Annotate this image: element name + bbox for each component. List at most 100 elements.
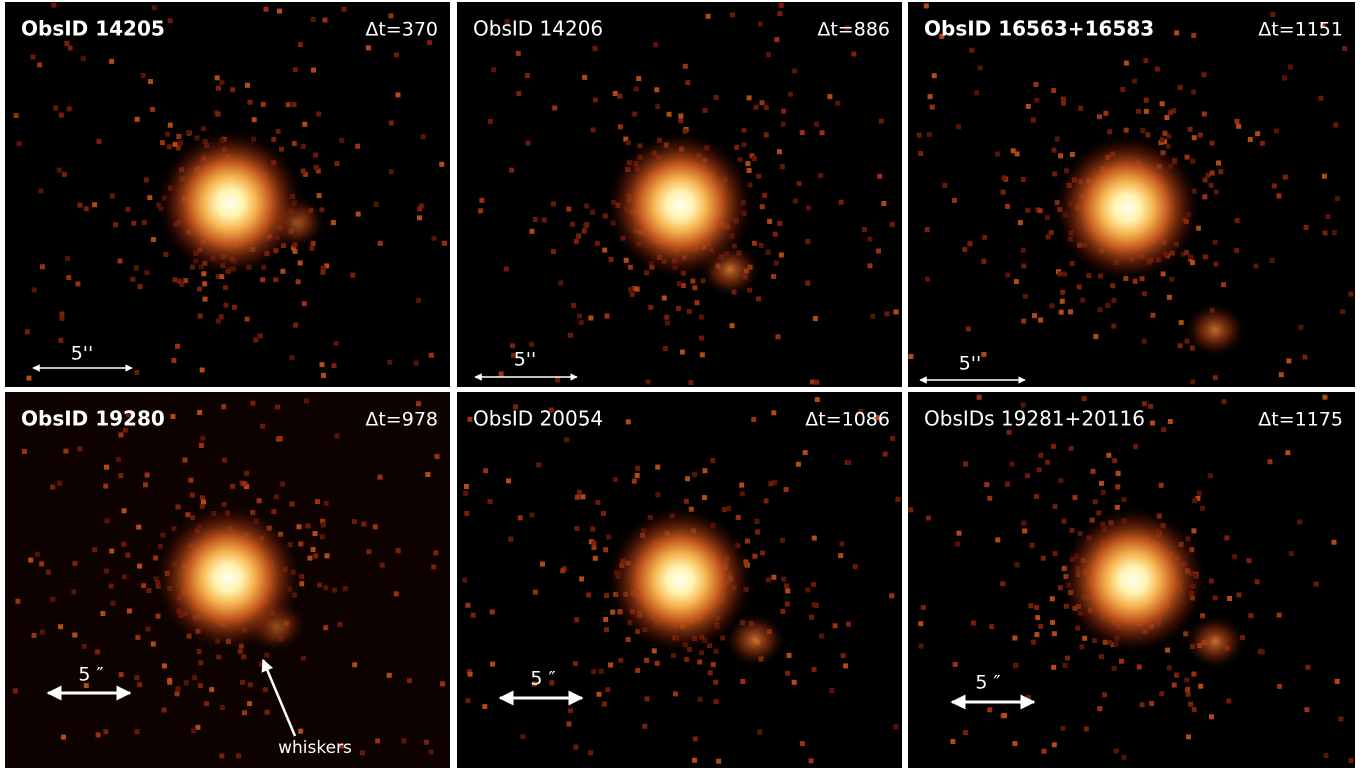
photon-dot: [626, 140, 631, 145]
photon-dot: [1192, 498, 1197, 503]
photon-dot: [655, 465, 660, 470]
photon-dot: [703, 108, 708, 113]
photon-dot: [176, 686, 181, 691]
photon-dot: [321, 522, 326, 527]
photon-dot: [202, 281, 207, 286]
photon-dot: [570, 222, 575, 227]
time-label: Δt=1086: [805, 409, 890, 431]
photon-dot: [1112, 666, 1117, 671]
photon-dot: [416, 298, 421, 303]
photon-dot: [260, 424, 265, 429]
photon-dot: [73, 561, 78, 566]
photon-dot: [1332, 540, 1337, 545]
photon-dot: [706, 14, 711, 19]
photon-dot: [1277, 613, 1282, 618]
photon-dot: [22, 449, 27, 454]
photon-dot: [984, 482, 989, 487]
photon-dot: [1058, 153, 1063, 158]
photon-dot: [171, 358, 176, 363]
photon-dot: [962, 247, 967, 252]
photon-dot: [714, 699, 719, 704]
photon-dot: [103, 729, 108, 734]
photon-dot: [1178, 343, 1183, 348]
photon-dot: [350, 273, 355, 278]
photon-dot: [812, 667, 817, 672]
photon-dot: [1288, 65, 1293, 70]
panel-title: ObsID 14206: [473, 17, 603, 41]
photon-dot: [952, 198, 957, 203]
photon-dot: [1209, 183, 1214, 188]
photon-dot: [373, 524, 378, 529]
photon-dot: [1030, 543, 1035, 548]
photon-dot: [1026, 695, 1031, 700]
photon-dot: [956, 124, 961, 129]
photon-dot: [1007, 430, 1012, 435]
photon-dot: [785, 671, 790, 676]
photon-dot: [692, 758, 697, 763]
photon-dot: [1025, 208, 1030, 213]
time-label: Δt=370: [365, 19, 438, 41]
photon-dot: [742, 128, 747, 133]
photon-dot: [1161, 427, 1166, 432]
photon-dot: [240, 680, 245, 685]
photon-dot: [684, 657, 689, 662]
photon-dot: [812, 536, 817, 541]
photon-dot: [989, 624, 994, 629]
photon-dot: [67, 106, 72, 111]
photon-dot: [889, 593, 894, 598]
photon-dot: [780, 538, 785, 543]
photon-dot: [64, 41, 69, 46]
photon-dot: [280, 482, 285, 487]
photon-dot: [870, 314, 875, 319]
photon-dot: [835, 101, 840, 106]
photon-dot: [777, 11, 782, 16]
photon-dot: [145, 473, 150, 478]
photon-dot: [250, 401, 255, 406]
photon-dot: [1248, 613, 1253, 618]
photon-dot: [586, 593, 591, 598]
photon-dot: [981, 259, 986, 264]
photon-dot: [236, 753, 241, 758]
photon-dot: [518, 515, 523, 520]
photon-dot: [148, 79, 153, 84]
photon-dot: [1052, 631, 1057, 636]
photon-dot: [877, 174, 882, 179]
photon-dot: [1348, 292, 1353, 297]
photon-dot: [440, 681, 445, 686]
photon-dot: [760, 204, 765, 209]
photon-dot: [602, 248, 607, 253]
photon-dot: [197, 410, 202, 415]
photon-dot: [467, 417, 472, 422]
photon-dot: [530, 229, 535, 234]
photon-dot: [678, 118, 683, 123]
photon-dot: [1052, 148, 1057, 153]
photon-dot: [462, 578, 467, 583]
photon-dot: [75, 281, 80, 286]
photon-dot: [1326, 214, 1331, 219]
photon-dot: [50, 485, 55, 490]
photon-dot: [1213, 375, 1218, 380]
photon-dot: [301, 169, 306, 174]
photon-dot: [685, 476, 690, 481]
photon-dot: [714, 95, 719, 100]
photon-dot: [628, 265, 633, 270]
photon-dot: [1099, 481, 1104, 486]
photon-dot: [1038, 453, 1043, 458]
photon-dot: [292, 141, 297, 146]
photon-dot: [684, 499, 689, 504]
photon-dot: [734, 145, 739, 150]
photon-dot: [63, 449, 68, 454]
photon-dot: [784, 487, 789, 492]
photon-dot: [773, 232, 778, 237]
photon-dot: [17, 141, 22, 146]
photon-dot: [1037, 467, 1042, 472]
photon-dot: [1168, 419, 1173, 424]
photon-dot: [1188, 127, 1193, 132]
photon-dot: [1063, 663, 1068, 668]
photon-dot: [573, 745, 578, 750]
photon-dot: [708, 670, 713, 675]
photon-dot: [924, 3, 929, 8]
photon-dot: [1322, 174, 1327, 179]
photon-dot: [1213, 262, 1218, 267]
photon-dot: [1248, 137, 1253, 142]
